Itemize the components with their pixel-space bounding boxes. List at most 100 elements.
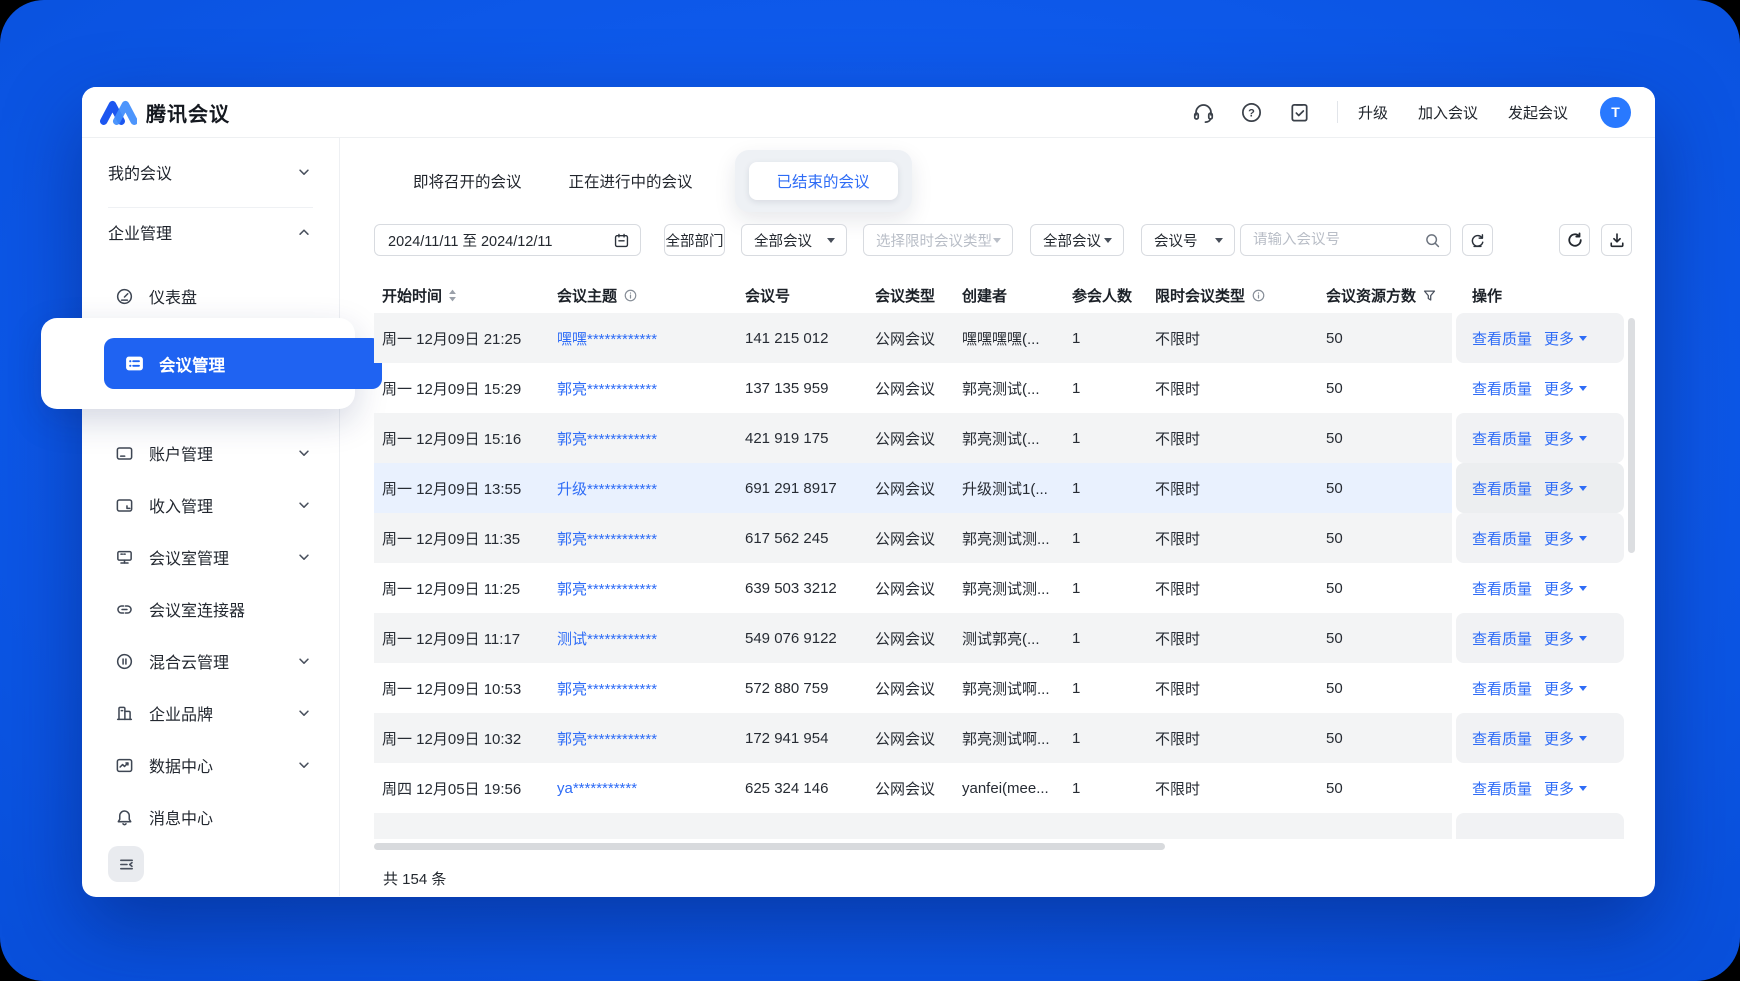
- chevron-up-icon: [297, 225, 311, 239]
- sidebar-item-data-center[interactable]: 数据中心: [82, 739, 339, 791]
- cell-creator: 嘿嘿嘿嘿(...: [962, 330, 1040, 348]
- support-headset-icon[interactable]: [1187, 95, 1221, 129]
- view-quality-link[interactable]: 查看质量: [1472, 430, 1533, 448]
- more-dropdown-link[interactable]: 更多: [1544, 678, 1588, 699]
- view-quality-link[interactable]: 查看质量: [1472, 580, 1533, 598]
- department-filter-button[interactable]: 全部部门: [664, 224, 725, 256]
- meeting-topic-link[interactable]: 测试************: [557, 630, 658, 648]
- more-dropdown-link[interactable]: 更多: [1544, 778, 1588, 799]
- chevron-down-icon: [297, 706, 311, 720]
- date-range-picker[interactable]: 2024/11/11 至 2024/12/11: [374, 224, 641, 256]
- refresh-button[interactable]: [1559, 224, 1590, 256]
- sidebar-section-enterprise[interactable]: 企业管理: [82, 210, 339, 254]
- view-quality-link[interactable]: 查看质量: [1472, 730, 1533, 748]
- tab-spotlight-card: 已结束的会议: [734, 150, 912, 212]
- help-icon[interactable]: ?: [1235, 95, 1269, 129]
- cell-meeting-number: 172 941 954: [745, 729, 829, 747]
- cell-resources: 50: [1326, 779, 1343, 797]
- meeting-topic-link[interactable]: 郭亮************: [557, 680, 658, 698]
- search-input[interactable]: [1253, 232, 1403, 248]
- view-quality-link[interactable]: 查看质量: [1472, 780, 1533, 798]
- tab-ongoing-meetings[interactable]: 正在进行中的会议: [568, 174, 693, 191]
- table-row[interactable]: 周四 12月05日 19:56 ya*********** 625 324 14…: [374, 763, 1452, 813]
- tab-ended-meetings[interactable]: 已结束的会议: [748, 162, 898, 200]
- cell-resources: 50: [1326, 729, 1343, 747]
- table-row[interactable]: 周一 12月09日 13:55 升级************ 691 291 8…: [374, 463, 1452, 513]
- meeting-topic-link[interactable]: 升级************: [557, 480, 658, 498]
- view-quality-link[interactable]: 查看质量: [1472, 630, 1533, 648]
- all-meetings-dropdown[interactable]: 全部会议: [1030, 224, 1124, 256]
- sidebar-collapse-button[interactable]: [108, 846, 144, 882]
- more-dropdown-link[interactable]: 更多: [1544, 328, 1588, 349]
- join-meeting-link[interactable]: 加入会议: [1417, 104, 1478, 122]
- info-icon[interactable]: [623, 288, 638, 303]
- sidebar-item-rooms[interactable]: 会议室管理: [82, 531, 339, 583]
- sidebar-item-meeting-management[interactable]: 会议管理: [104, 338, 382, 389]
- chevron-down-icon: [1579, 635, 1588, 641]
- sidebar-section-my-meetings[interactable]: 我的会议: [82, 150, 339, 194]
- table-row[interactable]: 周一 12月09日 10:32 郭亮************ 172 941 9…: [374, 713, 1452, 763]
- cell-participants: 1: [1072, 429, 1081, 447]
- meeting-topic-link[interactable]: 郭亮************: [557, 580, 658, 598]
- view-quality-link[interactable]: 查看质量: [1472, 380, 1533, 398]
- sort-icon[interactable]: [448, 289, 457, 302]
- view-quality-link[interactable]: 查看质量: [1472, 330, 1533, 348]
- more-dropdown-link[interactable]: 更多: [1544, 378, 1588, 399]
- sidebar-item-account[interactable]: 账户管理: [82, 427, 339, 479]
- start-meeting-link[interactable]: 发起会议: [1507, 104, 1568, 122]
- table-row-partial[interactable]: [374, 813, 1452, 839]
- user-avatar[interactable]: T: [1600, 96, 1631, 128]
- more-dropdown-link[interactable]: 更多: [1544, 528, 1588, 549]
- more-dropdown-link[interactable]: 更多: [1544, 478, 1588, 499]
- limited-meeting-type-dropdown[interactable]: 选择限时会议类型: [863, 224, 1013, 256]
- table-row[interactable]: 周一 12月09日 11:25 郭亮************ 639 503 3…: [374, 563, 1452, 613]
- more-dropdown-link[interactable]: 更多: [1544, 428, 1588, 449]
- view-quality-link[interactable]: 查看质量: [1472, 480, 1533, 498]
- chevron-down-icon: [1579, 435, 1588, 441]
- cell-creator: 升级测试1(...: [962, 480, 1048, 498]
- table-row[interactable]: 周一 12月09日 11:35 郭亮************ 617 562 2…: [374, 513, 1452, 563]
- view-quality-link[interactable]: 查看质量: [1472, 680, 1533, 698]
- meeting-topic-link[interactable]: 郭亮************: [557, 530, 658, 548]
- more-dropdown-link[interactable]: 更多: [1544, 578, 1588, 599]
- meeting-scope-dropdown[interactable]: 全部会议: [741, 224, 847, 256]
- chevron-down-icon: [1579, 735, 1588, 741]
- sidebar-item-dashboard[interactable]: 仪表盘: [82, 270, 339, 322]
- table-row[interactable]: 周一 12月09日 11:17 测试************ 549 076 9…: [374, 613, 1452, 663]
- cell-limited-type: 不限时: [1155, 430, 1201, 448]
- row-actions: 查看质量 更多: [1456, 463, 1624, 513]
- meeting-topic-link[interactable]: 郭亮************: [557, 430, 658, 448]
- table-row[interactable]: 周一 12月09日 15:29 郭亮************ 137 135 9…: [374, 363, 1452, 413]
- filter-funnel-icon[interactable]: [1422, 288, 1437, 303]
- table-row[interactable]: 周一 12月09日 21:25 嘿嘿************ 141 215 0…: [374, 313, 1452, 363]
- search-field-dropdown[interactable]: 会议号: [1141, 224, 1235, 256]
- sidebar-item-brand[interactable]: 企业品牌: [82, 687, 339, 739]
- column-start-time[interactable]: 开始时间: [374, 285, 557, 306]
- meeting-topic-link[interactable]: 嘿嘿************: [557, 330, 658, 348]
- meeting-topic-link[interactable]: 郭亮************: [557, 730, 658, 748]
- sidebar-item-income[interactable]: 收入管理: [82, 479, 339, 531]
- meeting-number-search[interactable]: [1240, 224, 1451, 256]
- meeting-topic-link[interactable]: ya***********: [557, 779, 638, 797]
- more-dropdown-link[interactable]: 更多: [1544, 628, 1588, 649]
- horizontal-scrollbar[interactable]: [374, 843, 1165, 850]
- sidebar-item-hybrid-cloud[interactable]: 混合云管理: [82, 635, 339, 687]
- row-actions: 查看质量 更多: [1456, 713, 1624, 763]
- view-quality-link[interactable]: 查看质量: [1472, 530, 1533, 548]
- row-actions: 查看质量 更多: [1456, 613, 1624, 663]
- clipboard-check-icon[interactable]: [1283, 95, 1317, 129]
- info-icon[interactable]: [1251, 288, 1266, 303]
- sidebar-item-room-connector[interactable]: 会议室连接器: [82, 583, 339, 635]
- table-row[interactable]: 周一 12月09日 15:16 郭亮************ 421 919 1…: [374, 413, 1452, 463]
- cell-creator: 测试郭亮(...: [962, 630, 1040, 648]
- cell-participants: 1: [1072, 779, 1081, 797]
- meeting-topic-link[interactable]: 郭亮************: [557, 380, 658, 398]
- more-dropdown-link[interactable]: 更多: [1544, 728, 1588, 749]
- reset-filters-button[interactable]: [1462, 224, 1493, 256]
- export-download-button[interactable]: [1601, 224, 1632, 256]
- sidebar-item-message-center[interactable]: 消息中心: [82, 791, 339, 843]
- tab-upcoming-meetings[interactable]: 即将召开的会议: [413, 174, 522, 191]
- table-row[interactable]: 周一 12月09日 10:53 郭亮************ 572 880 7…: [374, 663, 1452, 713]
- upgrade-link[interactable]: 升级: [1357, 104, 1388, 122]
- vertical-scrollbar[interactable]: [1628, 318, 1635, 553]
